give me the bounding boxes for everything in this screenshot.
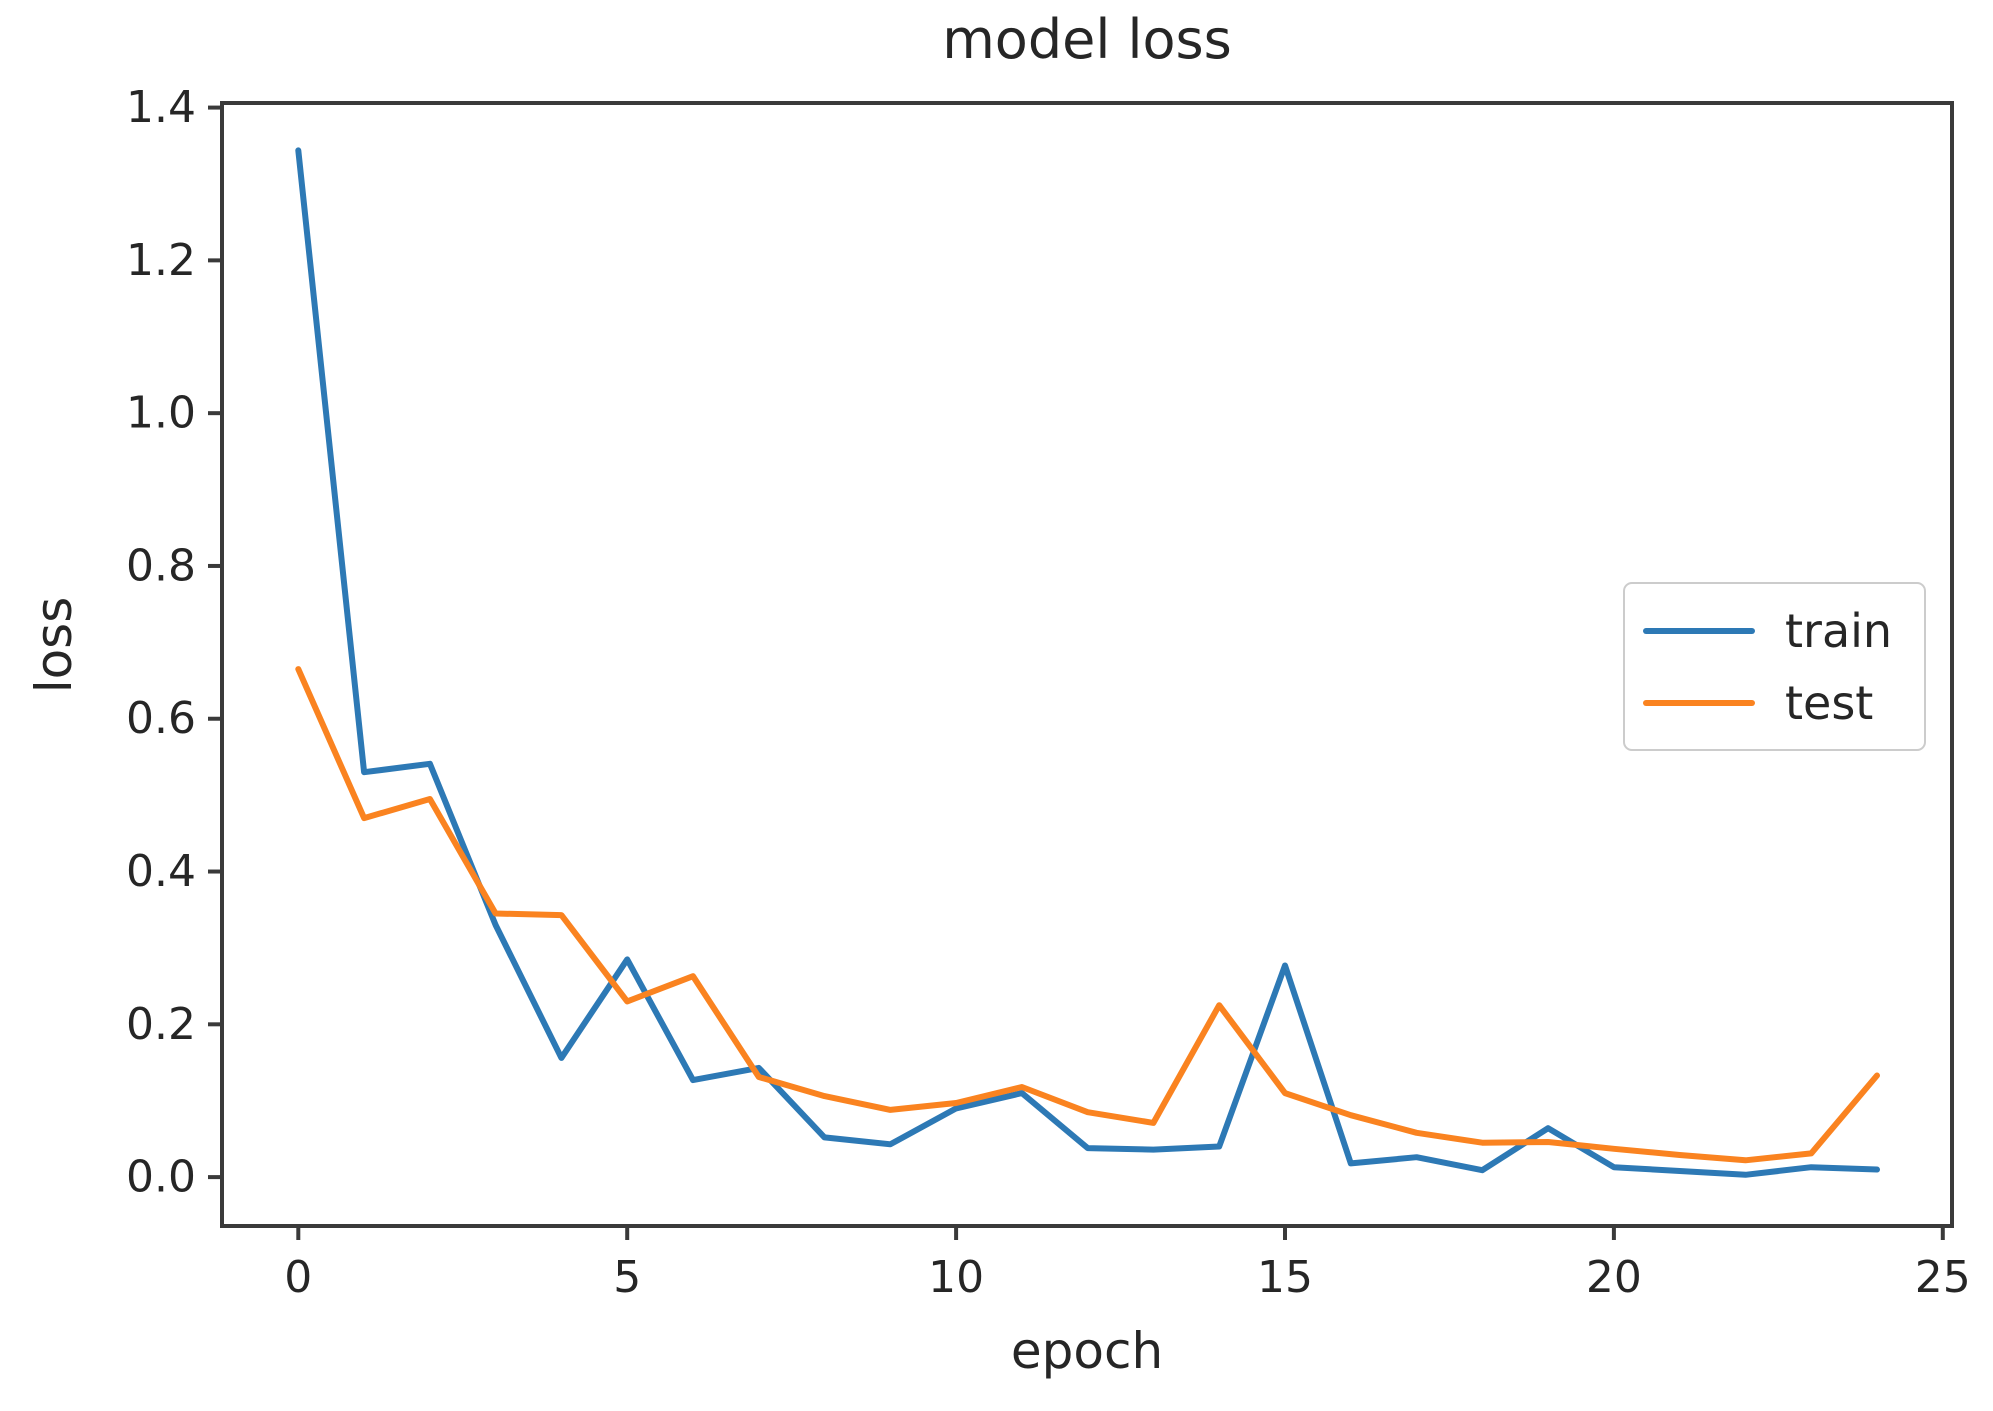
y-tick-label: 0.4: [126, 846, 196, 897]
legend-train-line-swatch: [1643, 627, 1755, 634]
legend-test-label: test: [1785, 675, 1874, 730]
x-axis-label: epoch: [1010, 1322, 1164, 1380]
plot-frame: [220, 101, 1954, 1228]
series-line-train: [295, 147, 1880, 1178]
legend: train test: [1623, 582, 1926, 751]
series-line-test: [295, 666, 1880, 1164]
x-tick-label: 25: [1915, 1252, 1971, 1303]
axis-ticks: [208, 105, 1945, 1240]
axis-tick-labels: 0 5 10 15 20 25 0.0 0.2 0.4 0.6 0.8 1.0 1.2 1.4: [126, 82, 1971, 1303]
x-tick-label: 15: [1257, 1252, 1313, 1303]
legend-entry-train: train: [1643, 608, 1924, 654]
y-tick-label: 1.2: [126, 235, 196, 286]
x-tick-label: 20: [1586, 1252, 1642, 1303]
legend-entry-test: test: [1643, 680, 1924, 726]
x-tick-label: 5: [613, 1252, 641, 1303]
series-lines: [295, 147, 1880, 1178]
x-tick-label: 0: [284, 1252, 312, 1303]
chart-title: model loss: [942, 8, 1232, 71]
y-tick-label: 0.8: [126, 540, 196, 591]
y-tick-label: 1.4: [126, 82, 196, 133]
legend-train-label: train: [1785, 603, 1893, 658]
y-tick-label: 1.0: [126, 388, 196, 439]
x-tick-label: 10: [928, 1252, 984, 1303]
axes-spines: [220, 101, 1954, 1228]
y-tick-label: 0.6: [126, 693, 196, 744]
y-tick-label: 0.0: [126, 1152, 196, 1203]
y-tick-label: 0.2: [126, 999, 196, 1050]
legend-test-line-swatch: [1643, 699, 1755, 706]
